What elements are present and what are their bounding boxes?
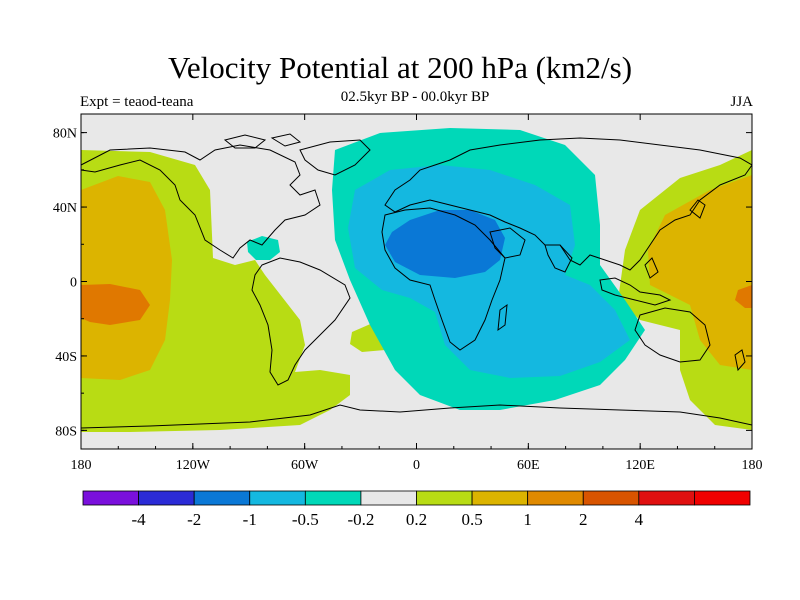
coastline-north-america: [81, 144, 321, 259]
colorbar-swatch: [527, 490, 584, 506]
coastline-eurasia: [384, 137, 752, 271]
velocity-potential-field: [81, 128, 752, 432]
lat-tick-label: 40N: [53, 201, 77, 216]
colorbar-label: -0.2: [347, 510, 374, 529]
colorbar-swatch: [582, 490, 640, 506]
colorbar-label: -2: [187, 510, 201, 529]
colorbar-swatch: [138, 490, 195, 506]
contour-fill: [81, 176, 172, 380]
lon-tick-label: 60E: [517, 458, 540, 473]
coastline-arabia: [489, 227, 526, 259]
coastlines: [81, 133, 752, 429]
coastline-new-zealand: [734, 349, 746, 372]
coastline-maritime-continent: [599, 257, 672, 306]
contour-fill: [81, 284, 150, 325]
lat-tick-label: 80N: [53, 127, 77, 142]
colorbar-swatch: [82, 490, 139, 506]
lon-tick-label: 180: [742, 458, 763, 473]
lon-tick-label: 120E: [625, 458, 655, 473]
colorbar-label: 2: [579, 510, 588, 529]
experiment-label: Expt = teaod-teana: [80, 94, 194, 110]
lat-tick-label: 0: [70, 276, 77, 291]
colorbar-label: -0.5: [292, 510, 319, 529]
coastline-greenland: [299, 139, 371, 176]
coastline-india: [544, 244, 573, 273]
colorbar-swatch: [638, 490, 695, 506]
lon-tick-label: 180: [71, 458, 92, 473]
coastline-australia: [634, 307, 711, 363]
colorbar-swatch: [416, 490, 473, 506]
colorbar-label: -4: [131, 510, 146, 529]
lon-tick-label: 120W: [176, 458, 211, 473]
colorbar-swatch: [694, 490, 751, 506]
map-axes: 180 120W 60W 0 60E 120E 180 80N 40N 0 40S 80S: [53, 114, 763, 473]
coastline-africa: [381, 207, 506, 351]
contour-fill: [385, 210, 505, 278]
colorbar-label: -1: [243, 510, 257, 529]
colorbar-swatch: [471, 490, 529, 506]
colorbar-label: 4: [635, 510, 644, 529]
colorbar-swatch: [360, 490, 417, 506]
colorbar: -4 -2 -1 -0.5 -0.2 0.2 0.5 1 2 4: [82, 490, 751, 529]
lat-tick-label: 40S: [55, 350, 77, 365]
coastline-south-america: [251, 257, 351, 386]
chart-title: Velocity Potential at 200 hPa (km2/s): [167, 50, 633, 85]
chart-subtitle: 02.5kyr BP - 00.0kyr BP: [340, 89, 490, 105]
colorbar-swatch: [249, 490, 306, 506]
coastline-arctic-islands: [223, 133, 302, 149]
contour-fill: [735, 285, 752, 308]
lon-tick-label: 60W: [291, 458, 319, 473]
coastline-japan: [689, 199, 706, 219]
coastline-madagascar: [497, 303, 508, 332]
colorbar-label: 0.5: [461, 510, 482, 529]
colorbar-swatch: [193, 490, 251, 506]
coastline-antarctica: [81, 404, 752, 429]
season-label: JJA: [730, 94, 753, 110]
colorbar-label: 0.2: [406, 510, 427, 529]
contour-fill: [648, 175, 752, 370]
colorbar-swatch: [304, 490, 362, 506]
colorbar-label: 1: [523, 510, 532, 529]
lon-tick-label: 0: [413, 458, 420, 473]
lat-tick-label: 80S: [55, 424, 77, 439]
